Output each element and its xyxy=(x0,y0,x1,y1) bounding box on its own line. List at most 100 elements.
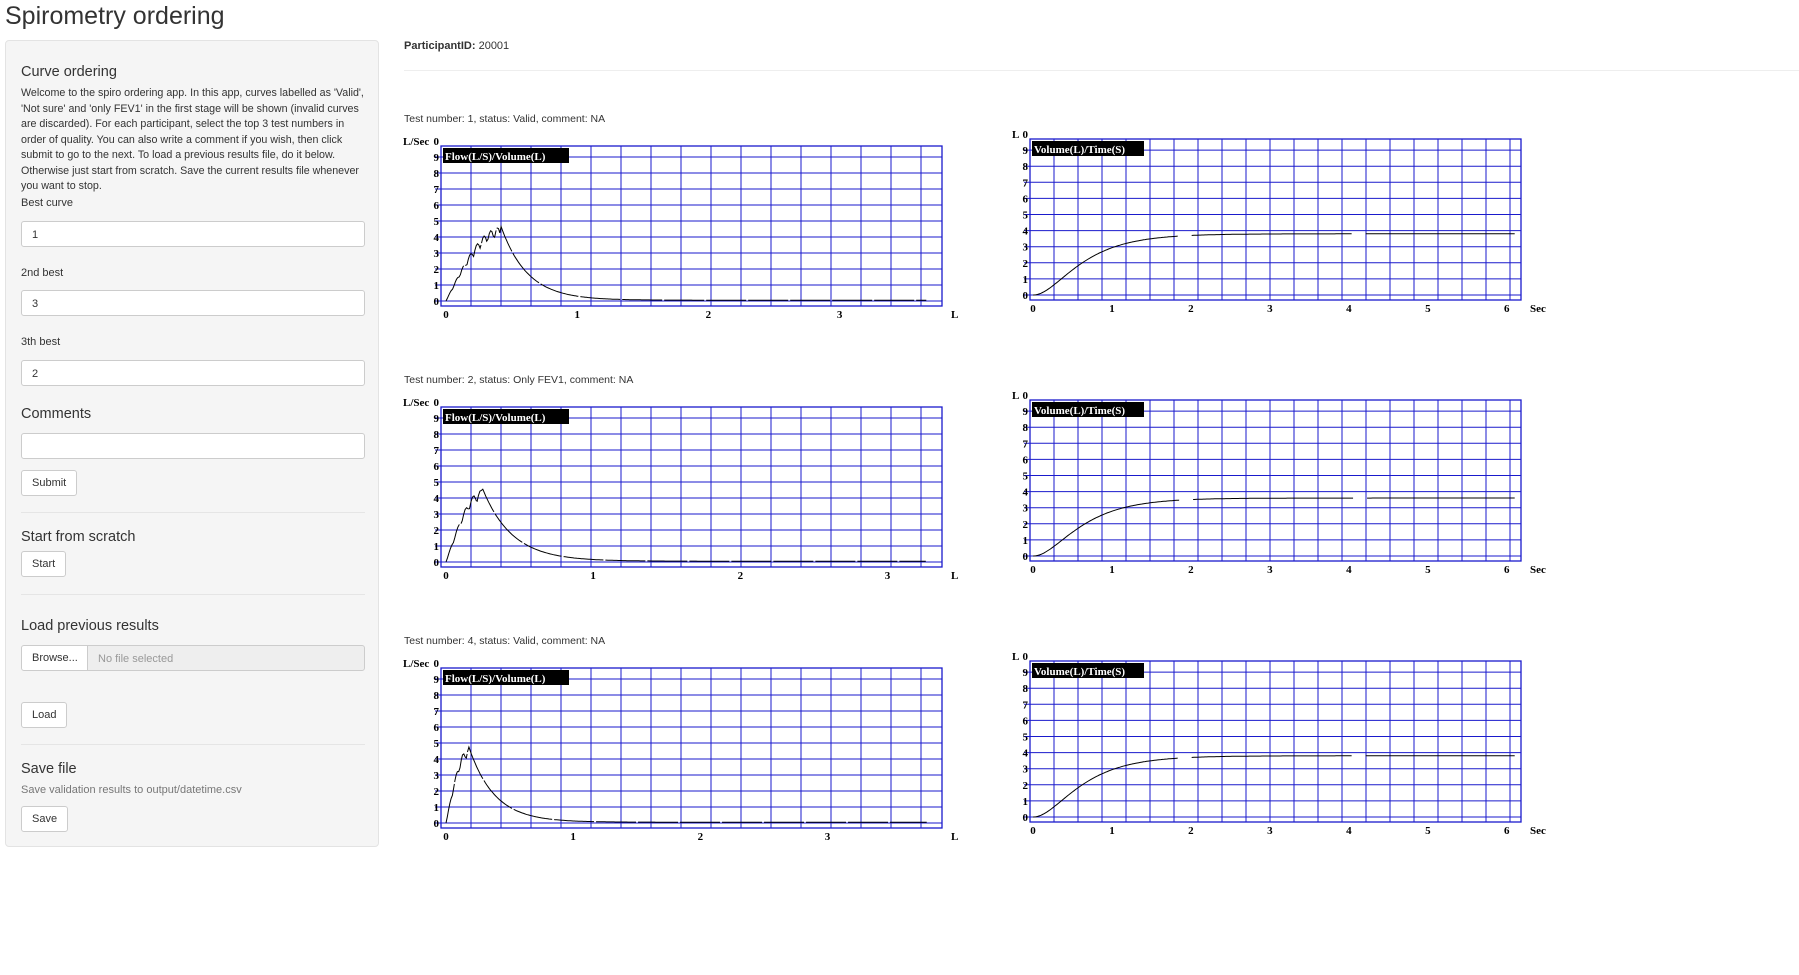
title-badge xyxy=(443,148,569,163)
x-tick-label: 2 xyxy=(1188,303,1194,315)
y-axis-label: L/Sec xyxy=(403,136,429,148)
y-tick-label: 8 xyxy=(434,168,440,180)
y-tick-label: 0 xyxy=(434,296,440,308)
y-tick-label: 9 xyxy=(1023,406,1029,418)
x-tick-label: 0 xyxy=(443,831,449,843)
y-tick-label: 6 xyxy=(1023,454,1029,466)
participant-label: ParticipantID: xyxy=(404,40,476,52)
submit-button[interactable]: Submit xyxy=(21,470,78,496)
y-axis-label: L/Sec xyxy=(403,397,429,409)
start-button[interactable]: Start xyxy=(21,551,67,577)
y-tick-label: 5 xyxy=(434,477,440,489)
text-input[interactable]: 1 xyxy=(21,221,365,247)
y-tick-label: 9 xyxy=(434,413,440,425)
load-button[interactable]: Load xyxy=(21,702,68,728)
text-input[interactable]: 2 xyxy=(21,360,365,386)
heading: Load previous results xyxy=(21,618,159,634)
y-tick-label: 0 xyxy=(1023,290,1029,302)
x-unit: Sec xyxy=(1530,825,1546,837)
y-tick-label: 9 xyxy=(1023,667,1029,679)
x-tick-label: 3 xyxy=(1267,825,1273,837)
text-input[interactable]: 3 xyxy=(21,290,365,316)
plot-title: Volume(L)/Time(S) xyxy=(1034,144,1125,156)
plot-frame xyxy=(440,406,943,568)
y-tick-label: 0 xyxy=(1023,812,1029,824)
test-caption: Test number: 4, status: Valid, comment: … xyxy=(404,635,605,647)
y-tick-label: 1 xyxy=(434,280,440,292)
x-tick-label: 1 xyxy=(1109,825,1115,837)
y-tick-label: 7 xyxy=(434,445,440,457)
plot-frame xyxy=(1029,660,1522,823)
y-axis-label: L/Sec xyxy=(403,658,429,670)
y-tick-label: 7 xyxy=(1023,177,1029,189)
y-tick-label: 8 xyxy=(1023,161,1029,173)
y-tick-label: 0 xyxy=(434,658,440,670)
x-tick-label: 0 xyxy=(443,570,449,582)
text-input[interactable] xyxy=(21,433,365,459)
curve xyxy=(1032,755,1515,818)
title-badge xyxy=(1032,141,1144,156)
y-tick-label: 1 xyxy=(1023,274,1029,286)
y-tick-label: 0 xyxy=(434,397,440,409)
y-tick-label: 2 xyxy=(1023,780,1029,792)
y-tick-label: 3 xyxy=(434,770,440,782)
divider xyxy=(21,594,365,595)
y-tick-label: 1 xyxy=(1023,796,1029,808)
curve xyxy=(445,488,926,563)
curve xyxy=(1032,497,1515,557)
heading: Curve ordering xyxy=(21,64,117,80)
save-button[interactable]: Save xyxy=(21,806,69,832)
y-tick-label: 4 xyxy=(434,754,440,766)
x-unit: L xyxy=(951,831,958,843)
y-tick-label: 0 xyxy=(1023,651,1029,663)
heading: Comments xyxy=(21,406,92,422)
y-tick-label: 6 xyxy=(434,461,440,473)
browse-button[interactable]: Browse... xyxy=(21,645,89,671)
plot-title: Flow(L/S)/Volume(L) xyxy=(445,412,546,424)
x-unit: Sec xyxy=(1530,564,1546,576)
x-tick-label: 0 xyxy=(1030,564,1036,576)
y-tick-label: 2 xyxy=(434,786,440,798)
field-label: 2nd best xyxy=(21,267,64,279)
title-badge xyxy=(1032,663,1144,678)
y-tick-label: 0 xyxy=(434,557,440,569)
x-tick-label: 0 xyxy=(1030,303,1036,315)
curve xyxy=(445,745,927,824)
curve xyxy=(445,224,927,302)
test-caption: Test number: 2, status: Only FEV1, comme… xyxy=(404,374,633,386)
y-tick-label: 2 xyxy=(434,525,440,537)
x-tick-label: 3 xyxy=(837,309,843,321)
y-tick-label: 5 xyxy=(1023,471,1029,483)
y-tick-label: 7 xyxy=(434,184,440,196)
field-label: Best curve xyxy=(21,197,73,209)
x-tick-label: 6 xyxy=(1504,564,1510,576)
plot-frame xyxy=(1029,399,1522,562)
file-name: No file selected xyxy=(87,645,365,671)
plot-title: Volume(L)/Time(S) xyxy=(1034,405,1125,417)
save-help: Save validation results to output/dateti… xyxy=(21,784,242,796)
title-badge xyxy=(1032,402,1144,417)
y-tick-label: 6 xyxy=(1023,715,1029,727)
y-tick-label: 5 xyxy=(1023,732,1029,744)
x-tick-label: 2 xyxy=(706,309,712,321)
x-tick-label: 0 xyxy=(443,309,449,321)
y-tick-label: 1 xyxy=(1023,535,1029,547)
y-axis-label: L xyxy=(1012,129,1019,141)
x-tick-label: 2 xyxy=(1188,564,1194,576)
y-tick-label: 9 xyxy=(434,674,440,686)
x-tick-label: 1 xyxy=(574,309,580,321)
plot-title: Volume(L)/Time(S) xyxy=(1034,666,1125,678)
y-tick-label: 0 xyxy=(1023,551,1029,563)
y-tick-label: 6 xyxy=(434,200,440,212)
y-tick-label: 5 xyxy=(434,216,440,228)
y-tick-label: 2 xyxy=(434,264,440,276)
y-axis-label: L xyxy=(1012,390,1019,402)
intro-text: Welcome to the spiro ordering app. In th… xyxy=(21,87,364,192)
title-badge xyxy=(443,670,569,685)
y-tick-label: 4 xyxy=(1023,226,1029,238)
y-tick-label: 5 xyxy=(434,738,440,750)
y-tick-label: 7 xyxy=(1023,438,1029,450)
y-tick-label: 8 xyxy=(434,690,440,702)
x-unit: Sec xyxy=(1530,303,1546,315)
